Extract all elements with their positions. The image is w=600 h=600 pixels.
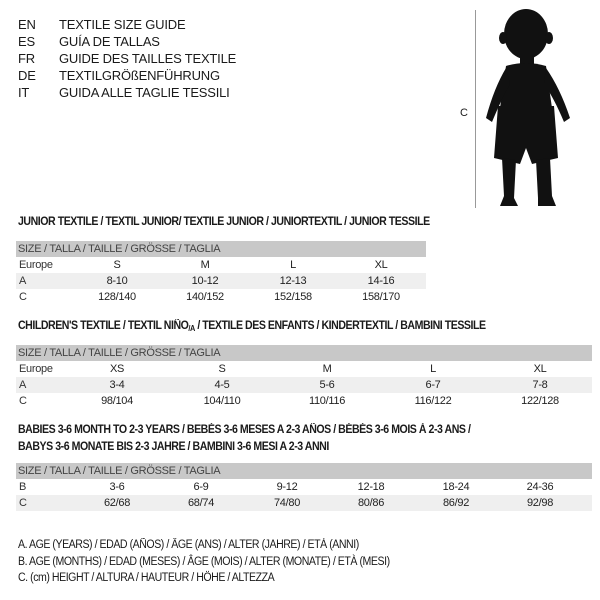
title-es: ES GUÍA DE TALLAS	[18, 34, 160, 49]
table-row: C 98/104 104/110 110/116 116/122 122/128	[19, 395, 559, 407]
table-header: SIZE / TALLA / TAILLE / GRÖSSE / TAGLIA	[16, 345, 592, 361]
legend-c: C. (cm) HEIGHT / ALTURA / HAUTEUR / HÖHE…	[18, 572, 275, 584]
legend-b: B. AGE (MONTHS) / EDAD (MESES) / ÂGE (MO…	[18, 555, 390, 568]
language-titles: EN TEXTILE SIZE GUIDE ES GUÍA DE TALLAS FR…	[18, 16, 236, 101]
title-it: IT GUIDA ALLE TAGLIE TESSILI	[18, 85, 230, 100]
babies-table: SIZE / TALLA / TAILLE / GRÖSSE / TAGLIA …	[16, 463, 592, 511]
table-row: Europe S M L XL	[19, 259, 388, 271]
table-row: C 62/68 68/74 74/80 80/86 86/92 92/98	[16, 495, 592, 511]
legend: A. AGE (YEARS) / EDAD (AÑOS) / ÂGE (ANS)…	[18, 537, 390, 587]
children-table: SIZE / TALLA / TAILLE / GRÖSSE / TAGLIA …	[16, 345, 592, 409]
table-header: SIZE / TALLA / TAILLE / GRÖSSE / TAGLIA	[16, 241, 426, 257]
babies-title-line1: BABIES 3-6 MONTH TO 2-3 YEARS / BEBÉS 3-…	[18, 424, 471, 436]
title-fr: FR GUIDE DES TAILLES TEXTILE	[18, 51, 237, 66]
height-label: C	[460, 107, 468, 119]
junior-table: SIZE / TALLA / TAILLE / GRÖSSE / TAGLIA …	[16, 241, 426, 305]
height-line	[475, 10, 476, 208]
title-de: DE TEXTILGRÖßENFÜHRUNG	[18, 68, 220, 83]
babies-title-line2: BABYS 3-6 MONATE BIS 2-3 JAHRE / BAMBINI…	[18, 441, 329, 453]
children-title: CHILDREN'S TEXTILE / TEXTIL NIÑO/A / TEX…	[18, 320, 486, 333]
table-row: A 3-4 4-5 5-6 6-7 7-8	[16, 377, 592, 393]
table-row: C 128/140 140/152 152/158 158/170	[19, 291, 400, 303]
table-row: B 3-6 6-9 9-12 12-18 18-24 24-36	[19, 481, 554, 493]
table-header: SIZE / TALLA / TAILLE / GRÖSSE / TAGLIA	[16, 463, 592, 479]
legend-a: A. AGE (YEARS) / EDAD (AÑOS) / ÂGE (ANS)…	[18, 539, 359, 551]
title-en: EN TEXTILE SIZE GUIDE	[18, 17, 186, 32]
child-silhouette-icon	[486, 9, 570, 206]
table-row: A 8-10 10-12 12-13 14-16	[16, 273, 426, 289]
junior-title: JUNIOR TEXTILE / TEXTIL JUNIOR/ TEXTILE …	[18, 216, 430, 228]
table-row: Europe XS S M L XL	[19, 363, 547, 375]
